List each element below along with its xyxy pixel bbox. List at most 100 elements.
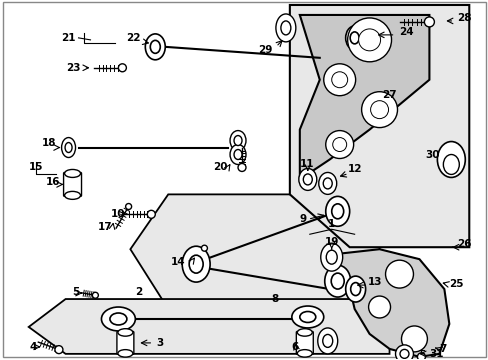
Circle shape xyxy=(361,92,397,127)
Ellipse shape xyxy=(395,345,413,360)
Circle shape xyxy=(55,346,63,354)
Circle shape xyxy=(424,17,433,27)
FancyBboxPatch shape xyxy=(296,332,313,354)
Ellipse shape xyxy=(320,243,342,271)
Ellipse shape xyxy=(234,149,242,159)
Ellipse shape xyxy=(118,350,133,357)
Ellipse shape xyxy=(229,144,245,165)
Ellipse shape xyxy=(145,34,165,60)
FancyBboxPatch shape xyxy=(63,172,81,196)
FancyBboxPatch shape xyxy=(117,332,134,354)
Ellipse shape xyxy=(303,174,312,185)
Ellipse shape xyxy=(110,313,126,325)
Ellipse shape xyxy=(64,170,81,177)
Text: 9: 9 xyxy=(299,214,306,224)
Ellipse shape xyxy=(229,131,245,150)
Ellipse shape xyxy=(325,196,349,226)
Ellipse shape xyxy=(317,328,337,354)
Circle shape xyxy=(358,29,380,51)
Text: 16: 16 xyxy=(45,177,60,188)
Text: 6: 6 xyxy=(291,342,298,352)
Circle shape xyxy=(92,292,98,298)
Text: 2: 2 xyxy=(134,287,142,297)
Ellipse shape xyxy=(443,154,458,175)
Text: 7: 7 xyxy=(439,344,446,354)
Circle shape xyxy=(118,64,126,72)
Polygon shape xyxy=(334,249,448,357)
Circle shape xyxy=(385,260,413,288)
Ellipse shape xyxy=(297,329,312,336)
Ellipse shape xyxy=(150,40,160,53)
Circle shape xyxy=(417,353,425,360)
Text: 21: 21 xyxy=(61,33,76,43)
Ellipse shape xyxy=(64,192,81,199)
Ellipse shape xyxy=(297,350,312,357)
Ellipse shape xyxy=(299,311,315,323)
Polygon shape xyxy=(29,299,389,354)
Ellipse shape xyxy=(436,141,465,177)
Text: 8: 8 xyxy=(271,294,278,304)
Text: 13: 13 xyxy=(367,277,381,287)
Circle shape xyxy=(238,163,245,171)
Circle shape xyxy=(331,72,347,88)
Polygon shape xyxy=(130,194,379,309)
Circle shape xyxy=(401,326,427,352)
Ellipse shape xyxy=(291,306,323,328)
Text: 27: 27 xyxy=(382,90,396,100)
Text: 20: 20 xyxy=(212,162,227,172)
Text: 4: 4 xyxy=(30,342,37,352)
Ellipse shape xyxy=(234,136,242,145)
Ellipse shape xyxy=(345,26,363,50)
Text: 31: 31 xyxy=(428,349,443,359)
Ellipse shape xyxy=(399,350,408,358)
Text: 19: 19 xyxy=(324,237,338,247)
Circle shape xyxy=(368,296,390,318)
Ellipse shape xyxy=(65,143,72,153)
Ellipse shape xyxy=(101,307,135,331)
Circle shape xyxy=(323,64,355,96)
Text: 11: 11 xyxy=(299,159,313,170)
Text: 17: 17 xyxy=(98,222,113,232)
Ellipse shape xyxy=(182,246,210,282)
Text: 26: 26 xyxy=(456,239,471,249)
Circle shape xyxy=(125,203,131,210)
Text: 30: 30 xyxy=(424,149,439,159)
Ellipse shape xyxy=(324,265,350,297)
Ellipse shape xyxy=(325,250,337,264)
Ellipse shape xyxy=(280,21,290,35)
Ellipse shape xyxy=(318,172,336,194)
Text: 3: 3 xyxy=(156,338,163,348)
Text: 15: 15 xyxy=(28,162,43,172)
Circle shape xyxy=(347,18,391,62)
Polygon shape xyxy=(289,5,468,247)
Ellipse shape xyxy=(118,329,133,336)
Ellipse shape xyxy=(322,334,332,347)
Circle shape xyxy=(201,245,207,251)
Text: 14: 14 xyxy=(170,257,185,267)
Ellipse shape xyxy=(349,32,358,44)
Circle shape xyxy=(370,101,388,118)
Text: 29: 29 xyxy=(257,45,271,55)
Text: 12: 12 xyxy=(347,165,362,175)
Circle shape xyxy=(332,138,346,152)
Ellipse shape xyxy=(345,276,365,302)
Text: 24: 24 xyxy=(399,27,413,37)
Text: 25: 25 xyxy=(448,279,463,289)
Ellipse shape xyxy=(331,204,343,219)
Ellipse shape xyxy=(275,14,295,42)
Text: 18: 18 xyxy=(41,138,56,148)
Text: 23: 23 xyxy=(66,63,81,73)
Circle shape xyxy=(325,131,353,158)
Ellipse shape xyxy=(330,273,344,289)
Text: 1: 1 xyxy=(327,219,335,229)
Text: 28: 28 xyxy=(456,13,471,23)
Ellipse shape xyxy=(189,255,203,273)
Text: 10: 10 xyxy=(111,209,125,219)
Circle shape xyxy=(147,210,155,218)
Polygon shape xyxy=(299,15,428,179)
Ellipse shape xyxy=(298,168,316,190)
Ellipse shape xyxy=(61,138,75,157)
Ellipse shape xyxy=(350,283,360,296)
Ellipse shape xyxy=(323,178,331,189)
Text: 22: 22 xyxy=(126,33,141,43)
